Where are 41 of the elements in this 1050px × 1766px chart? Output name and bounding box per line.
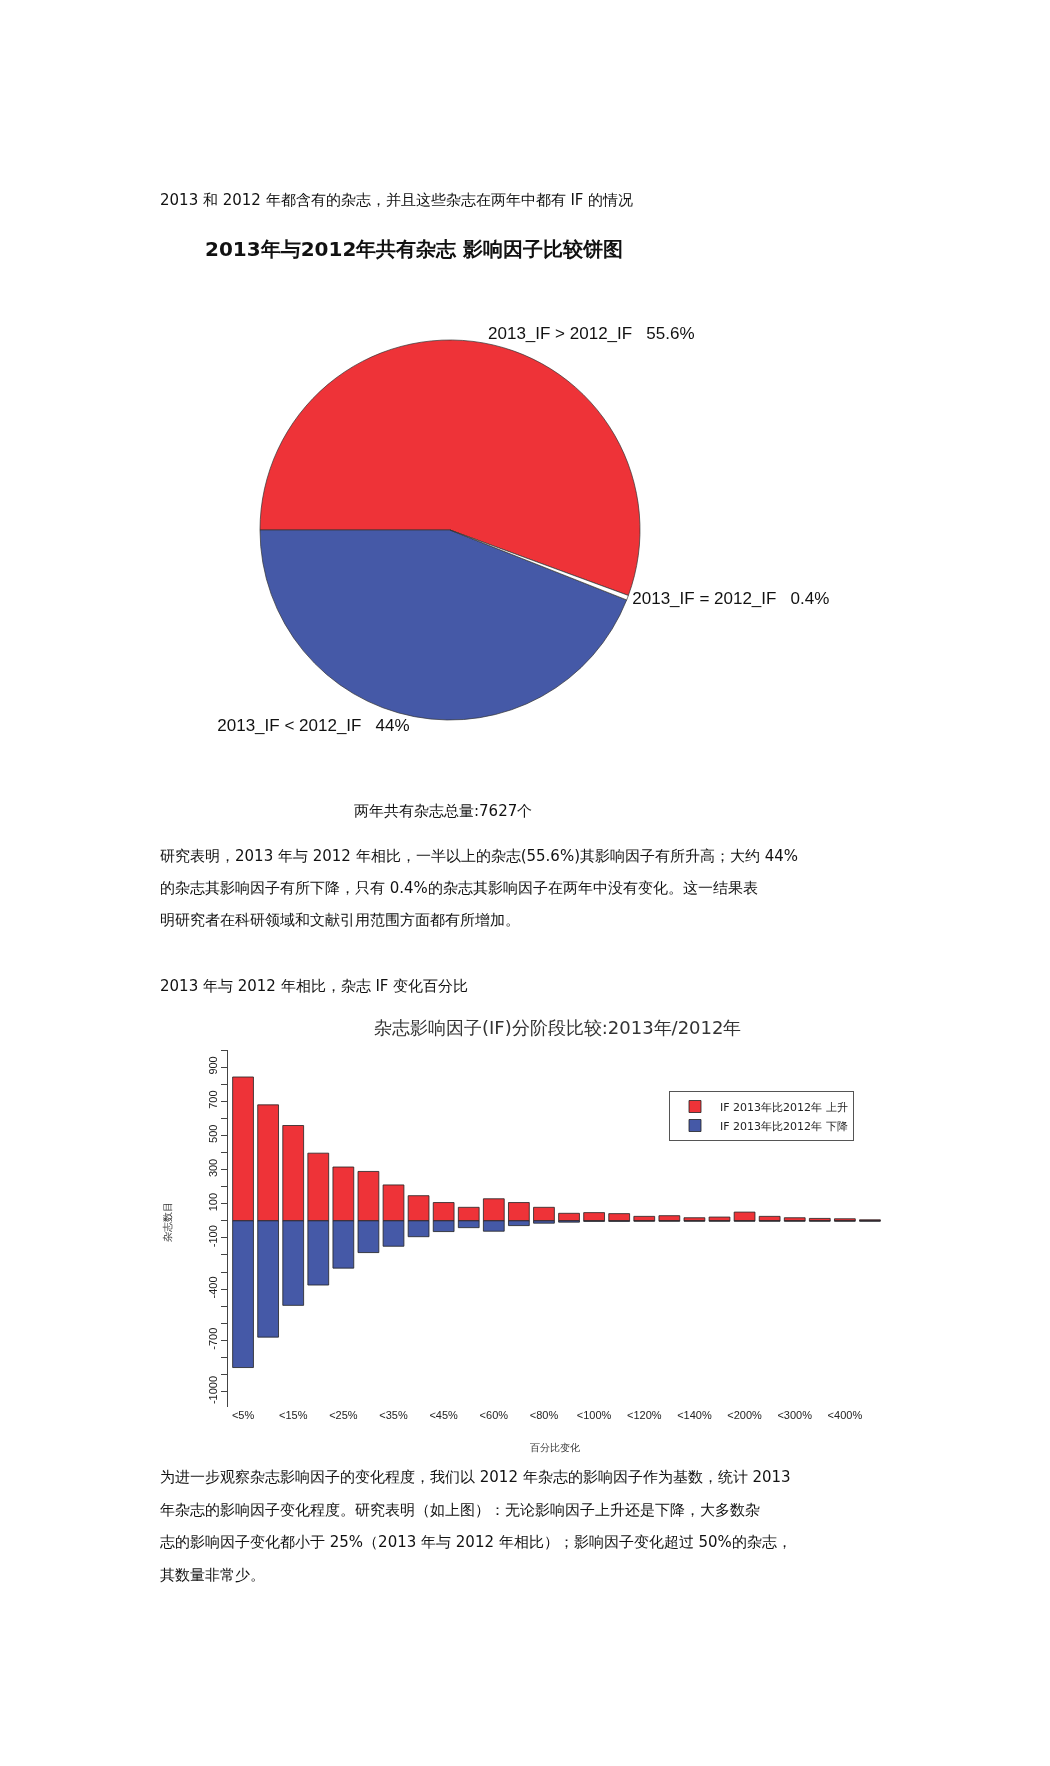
- x-tick-label: <80%: [529, 1409, 559, 1421]
- text: 2013 和 2012 年都含有的杂志，并且这些杂志在两年中都有 IF 的情况: [160, 191, 634, 209]
- x-tick-label: <25%: [329, 1409, 358, 1421]
- x-tick-label: <300%: [777, 1409, 813, 1421]
- x-tick-label: <45%: [429, 1409, 459, 1421]
- x-tick-label: <15%: [278, 1409, 308, 1421]
- slice-label: 2013_IF = 2012_IF 0.4%: [632, 589, 830, 609]
- x-tick-label: <5%: [231, 1409, 255, 1421]
- y-tick-label: -1000: [206, 1375, 219, 1405]
- y-tick-label: 500: [206, 1124, 219, 1143]
- legend-label: IF 2013年比2012年 上升: [720, 1100, 848, 1114]
- y-tick-label: 100: [206, 1192, 219, 1212]
- slice-label: 2013_IF > 2012_IF 55.6%: [488, 324, 695, 344]
- x-tick-label: <60%: [479, 1409, 509, 1421]
- x-tick-label: <400%: [827, 1409, 863, 1421]
- x-tick-label: <140%: [677, 1409, 712, 1421]
- chart-title: 2013年与2012年共有杂志 影响因子比较饼图: [205, 237, 624, 261]
- legend-label: IF 2013年比2012年 下降: [720, 1119, 848, 1133]
- text: 两年共有杂志总量:7627个: [354, 802, 533, 820]
- text: 志的影响因子变化都小于 25%（2013 年与 2012 年相比）；影响因子变化超过 50%的杂志，: [160, 1533, 792, 1551]
- text: 其数量非常少。: [160, 1566, 265, 1584]
- text: 明研究者在科研领域和文献引用范围方面都有所增加。: [160, 911, 520, 929]
- y-tick-label: 700: [206, 1090, 219, 1109]
- y-tick-label: -700: [206, 1327, 219, 1350]
- text: 2013 年与 2012 年相比，杂志 IF 变化百分比: [160, 977, 469, 995]
- y-tick-label: 900: [206, 1056, 219, 1075]
- y-tick-label: 300: [206, 1158, 219, 1178]
- y-tick-label: -400: [206, 1276, 219, 1299]
- text: 年杂志的影响因子变化程度。研究表明（如上图）：无论影响因子上升还是下降，大多数杂: [160, 1501, 760, 1519]
- chart-title: 杂志影响因子(IF)分阶段比较:2013年/2012年: [374, 1017, 742, 1038]
- text: 的杂志其影响因子有所下降，只有 0.4%的杂志其影响因子在两年中没有变化。这一结果表: [160, 879, 758, 897]
- y-tick-label: -100: [206, 1225, 219, 1248]
- x-axis-title: 百分比变化: [530, 1442, 580, 1453]
- slice-label: 2013_IF < 2012_IF 44%: [217, 716, 410, 736]
- y-axis-title: 杂志数目: [162, 1202, 173, 1242]
- text: 研究表明，2013 年与 2012 年相比，一半以上的杂志(55.6%)其影响因子有所升高；大约 44%: [160, 847, 799, 865]
- x-tick-label: <35%: [379, 1409, 408, 1421]
- x-tick-label: <200%: [727, 1409, 763, 1421]
- text: 为进一步观察杂志影响因子的变化程度，我们以 2012 年杂志的影响因子作为基数，统计 2013: [160, 1468, 791, 1486]
- x-tick-label: <120%: [626, 1409, 662, 1421]
- x-tick-label: <100%: [576, 1409, 612, 1421]
